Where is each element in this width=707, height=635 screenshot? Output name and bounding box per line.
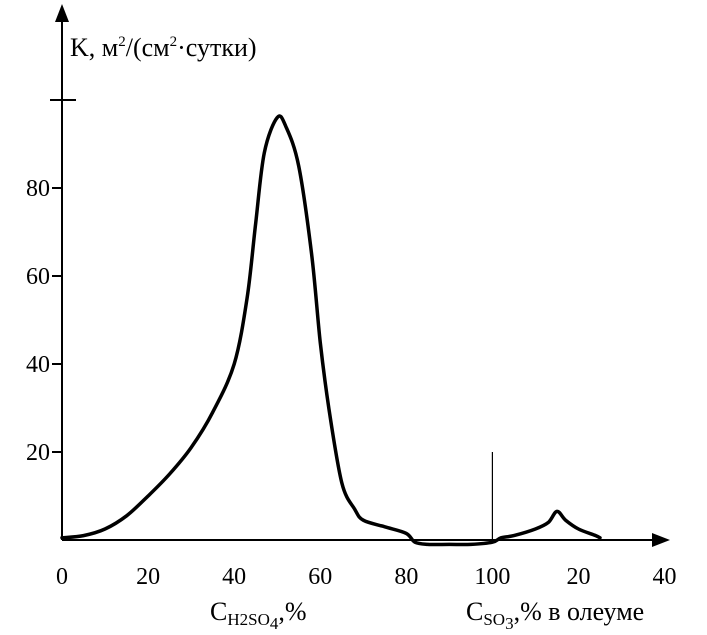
x-tick-label: 40 <box>653 564 677 590</box>
h2so4-sub1: H <box>227 610 239 629</box>
x-tick-label: 20 <box>566 564 590 590</box>
series-line <box>60 114 602 547</box>
x-tick-label: 40 <box>222 564 246 590</box>
x-axis-title-so3: CSO3,% в олеуме <box>466 597 644 633</box>
x-axis-arrow <box>652 533 670 547</box>
x-tick-label: 80 <box>394 564 418 590</box>
y-tick-label: 80 <box>26 176 50 202</box>
so3-sub2: 3 <box>505 614 514 633</box>
y-title-sup2: 2 <box>170 34 178 50</box>
h2so4-post: ,% <box>278 597 306 626</box>
x-tick-label: 20 <box>136 564 160 590</box>
y-title-k: K, м <box>70 33 118 62</box>
x-tick-label: 60 <box>308 564 332 590</box>
y-tick-label: 60 <box>26 264 50 290</box>
y-axis-arrow <box>55 4 69 22</box>
h2so4-pre: C <box>210 597 227 626</box>
so3-pre: C <box>466 597 483 626</box>
x-axis-title-h2so4: CH2SO4,% <box>210 597 307 633</box>
so3-sub1: SO <box>483 610 505 629</box>
y-tick-label: 20 <box>26 440 50 466</box>
h2so4-sub3: 4 <box>270 614 279 633</box>
x-tick-label: 0 <box>56 564 68 590</box>
y-title-tail: ·сутки) <box>177 33 256 62</box>
y-tick-label: 40 <box>26 352 50 378</box>
y-title-mid: /(см <box>126 33 170 62</box>
y-axis-title: K, м2/(см2·сутки) <box>70 33 257 62</box>
y-ticks: 20 40 60 80 <box>26 176 62 466</box>
h2so4-sub2: 2 <box>240 610 249 629</box>
x-tick-label: 100 <box>474 564 510 590</box>
h2so4-mid2: SO <box>248 610 270 629</box>
y-title-sup1: 2 <box>118 34 126 50</box>
x-ticks: 0 20 40 60 80 100 20 40 <box>56 564 677 590</box>
so3-post: ,% в олеуме <box>514 597 645 626</box>
